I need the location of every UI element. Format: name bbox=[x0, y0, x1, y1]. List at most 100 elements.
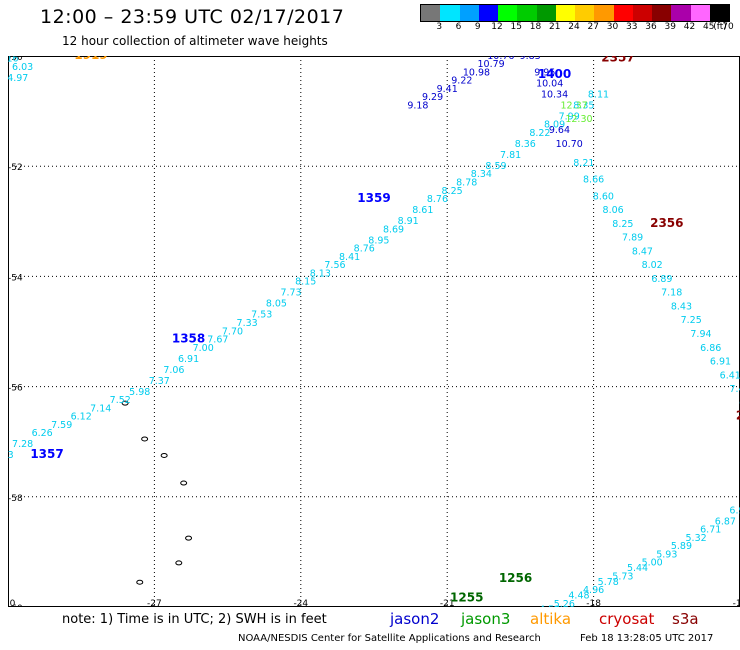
island-outline bbox=[141, 436, 149, 442]
swh-value: 5.78 bbox=[598, 577, 619, 588]
track-time-label: 1358 bbox=[172, 332, 205, 346]
mission-label-jason2: jason2 bbox=[390, 610, 440, 628]
color-scale-label: 6 bbox=[455, 22, 462, 32]
swh-value: 8.61 bbox=[412, 205, 433, 216]
color-scale-label: 39 bbox=[664, 22, 676, 32]
color-swatch-33 bbox=[613, 5, 633, 21]
swh-value: 9.29 bbox=[422, 92, 443, 103]
color-scale-label: 3 bbox=[436, 22, 443, 32]
swh-value: 4.96 bbox=[583, 585, 604, 596]
island-outline bbox=[175, 560, 183, 566]
island-outline bbox=[180, 480, 188, 486]
swh-value: 8.41 bbox=[339, 252, 360, 263]
color-swatch-3 bbox=[421, 5, 441, 21]
swh-value: 8.43 bbox=[671, 301, 692, 312]
color-scale-label: 36 bbox=[645, 22, 657, 32]
swh-value: 6.43 bbox=[8, 450, 14, 461]
swh-value: 10.70 bbox=[556, 139, 583, 150]
mission-label-cryosat: cryosat bbox=[599, 610, 655, 628]
track-time-label: 1919 bbox=[74, 56, 107, 62]
swh-value: 8.13 bbox=[310, 268, 331, 279]
lat-tick-label: -52 bbox=[8, 163, 23, 173]
swh-value: 8.15 bbox=[295, 277, 316, 288]
color-swatch-6 bbox=[440, 5, 460, 21]
island-outline bbox=[160, 452, 168, 458]
swh-value: 6.16 bbox=[8, 56, 19, 65]
swh-value: 10.04 bbox=[536, 78, 563, 89]
swh-value: 5.26 bbox=[554, 599, 575, 607]
track-time-label: 1357 bbox=[30, 447, 63, 461]
swh-value: 7.14 bbox=[90, 403, 111, 414]
lat-tick-label: -60 bbox=[8, 604, 23, 607]
color-scale-label: 27 bbox=[587, 22, 599, 32]
color-scale-label: 9 bbox=[474, 22, 481, 32]
color-scale-label: 24 bbox=[568, 22, 580, 32]
color-scale-bar bbox=[420, 4, 730, 22]
swh-value: 6.03 bbox=[12, 62, 33, 73]
map-frame bbox=[8, 56, 740, 607]
color-swatch-15 bbox=[498, 5, 518, 21]
color-scale-label: 45 bbox=[703, 22, 715, 32]
swh-value: 9.95 bbox=[534, 67, 555, 78]
swh-value: 5.32 bbox=[686, 533, 707, 544]
swh-value: 10.34 bbox=[541, 89, 568, 100]
swh-value: 8.66 bbox=[583, 175, 604, 186]
swh-value: 10.76 bbox=[487, 56, 514, 62]
swh-value: 7.06 bbox=[163, 365, 184, 376]
swh-value: 5.98 bbox=[129, 387, 150, 398]
track-time-label: 2357 bbox=[601, 56, 634, 65]
swh-value: 7.45 bbox=[729, 384, 740, 395]
page-subtitle: 12 hour collection of altimeter wave hei… bbox=[62, 34, 328, 48]
swh-value: 10.79 bbox=[478, 59, 505, 70]
swh-value: 6.91 bbox=[710, 357, 731, 368]
swh-value: 6.87 bbox=[715, 516, 736, 527]
swh-value: 9.83 bbox=[520, 56, 541, 62]
swh-value: 12.37 bbox=[560, 100, 587, 111]
swh-value: 7.53 bbox=[251, 310, 272, 321]
color-swatch-45 bbox=[690, 5, 710, 21]
swh-value: 7.28 bbox=[12, 439, 33, 450]
swh-value: 7.25 bbox=[681, 315, 702, 326]
swh-value: 4.97 bbox=[8, 73, 28, 84]
color-scale-label: 30 bbox=[606, 22, 619, 32]
swh-value: 7.67 bbox=[207, 335, 228, 346]
swh-value: 7.56 bbox=[324, 260, 345, 271]
swh-value: 7.81 bbox=[500, 150, 521, 161]
track-time-label: 1255 bbox=[450, 590, 483, 604]
swh-value: 7.89 bbox=[622, 233, 643, 244]
color-swatch-9 bbox=[459, 5, 479, 21]
swh-value: 7.73 bbox=[280, 288, 301, 299]
swh-value: 9.18 bbox=[407, 100, 428, 111]
lat-tick-label: -54 bbox=[8, 273, 23, 283]
swh-value: 12.30 bbox=[565, 114, 592, 125]
swh-value: 7.94 bbox=[690, 329, 711, 340]
color-scale-label: 15 bbox=[510, 22, 522, 32]
swh-value: 10.98 bbox=[463, 67, 490, 78]
color-scale-label: 70 bbox=[722, 22, 734, 32]
swh-value: 8.76 bbox=[427, 194, 448, 205]
swh-value: 7.99 bbox=[559, 111, 580, 122]
swh-value: 5.00 bbox=[642, 558, 663, 569]
swh-value: 8.60 bbox=[593, 191, 614, 202]
lon-tick-label: -24 bbox=[293, 599, 308, 607]
swh-value: 8.09 bbox=[544, 120, 565, 131]
color-swatch-36 bbox=[632, 5, 652, 21]
track-time-label: 1359 bbox=[357, 191, 390, 205]
mission-label-s3a: s3a bbox=[672, 610, 699, 628]
swh-value: 9.22 bbox=[451, 76, 472, 87]
swh-value: 7.18 bbox=[661, 288, 682, 299]
page-title: 12:00 – 23:59 UTC 02/17/2017 bbox=[40, 6, 345, 28]
island-outline bbox=[136, 579, 144, 585]
swh-value: 7.00 bbox=[193, 343, 214, 354]
lon-tick-label: -18 bbox=[586, 599, 601, 607]
swh-value: 6.91 bbox=[178, 354, 199, 365]
swh-value: 9.64 bbox=[549, 125, 570, 136]
swh-value: 5.44 bbox=[627, 563, 648, 574]
color-swatch-21 bbox=[536, 5, 556, 21]
swh-value: 6.12 bbox=[71, 412, 92, 423]
swh-value: 6.41 bbox=[720, 370, 740, 381]
swh-value: 5.93 bbox=[656, 549, 677, 560]
swh-value: 8.69 bbox=[383, 224, 404, 235]
swh-value: 6.89 bbox=[651, 274, 672, 285]
swh-value: 7.37 bbox=[149, 376, 170, 387]
